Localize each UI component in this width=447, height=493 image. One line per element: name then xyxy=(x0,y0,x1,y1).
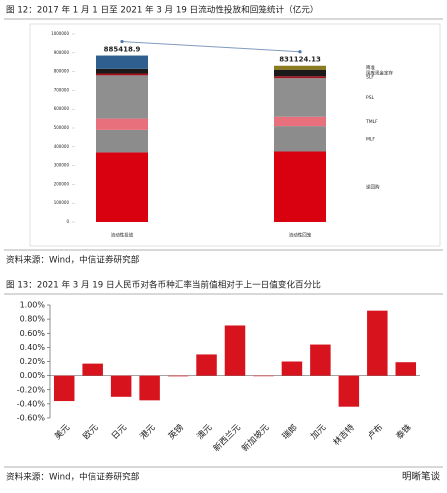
y-tick-label: -0.40% xyxy=(17,399,46,408)
y-tick-label: 400000 xyxy=(54,144,70,149)
bar xyxy=(196,354,217,376)
bar xyxy=(253,375,274,377)
bar xyxy=(53,375,75,402)
series-label: 国库现金定存 xyxy=(366,70,393,77)
bar xyxy=(110,375,132,397)
x-tick-label: 新加坡元 xyxy=(240,422,272,454)
bar-segment xyxy=(274,76,326,79)
bar xyxy=(167,375,189,377)
watermark: 明晰笔谈 xyxy=(402,471,441,483)
bar-segment xyxy=(274,69,326,77)
y-tick-label: 0 xyxy=(66,219,69,224)
y-tick-label: 100000 xyxy=(54,200,70,205)
bar-segment xyxy=(96,73,148,76)
y-tick-label: 500000 xyxy=(54,125,70,130)
x-tick-label: 卢布 xyxy=(365,422,385,442)
x-tick-label: 新西兰元 xyxy=(211,422,243,454)
x-tick-label: 林吉特 xyxy=(331,422,357,448)
bar-segment xyxy=(96,68,148,74)
total-label: 831124.13 xyxy=(279,56,321,64)
x-tick-label: 欧元 xyxy=(81,422,101,442)
y-tick-label: 0.00% xyxy=(20,371,46,380)
bar xyxy=(367,310,388,376)
x-tick-label: 泰铢 xyxy=(394,422,414,442)
series-label: SLF xyxy=(366,75,374,81)
y-tick-label: -0.60% xyxy=(17,414,46,423)
bar-segment xyxy=(274,126,326,152)
bar-segment xyxy=(96,118,148,130)
x-tick-label: 加元 xyxy=(308,422,328,442)
bar-segment xyxy=(96,129,148,153)
total-label: 885418.9 xyxy=(104,46,141,54)
y-tick-label: 700000 xyxy=(54,87,70,92)
bar xyxy=(82,363,103,376)
bar xyxy=(310,344,331,376)
series-label: 逆回购 xyxy=(366,183,380,190)
chart-title: 图 13：2021 年 3 月 19 日人民币对各币种汇率当前值相对于上一日值变… xyxy=(6,279,321,291)
chart-frame xyxy=(29,23,441,247)
series-label: MLF xyxy=(366,136,375,142)
bar-segment xyxy=(274,116,326,127)
source: 资料来源：Wind，中信证券研究部 xyxy=(6,471,140,483)
chart-title: 图 12：2017 年 1 月 1 日至 2021 年 3 月 19 日流动性投… xyxy=(6,4,318,16)
bar-segment xyxy=(96,152,148,222)
bar xyxy=(395,362,417,376)
y-tick-label: 900000 xyxy=(54,50,70,55)
total-marker xyxy=(120,39,124,44)
x-tick-label: 瑞郎 xyxy=(280,422,300,442)
x-tick-label: 流动性回笼 xyxy=(289,232,312,239)
y-tick-label: 0.80% xyxy=(20,315,46,324)
bar xyxy=(139,375,160,401)
x-tick-label: 英镑 xyxy=(166,422,186,442)
bar-segment xyxy=(274,151,326,222)
y-tick-label: 1.00% xyxy=(20,301,46,310)
x-tick-label: 日元 xyxy=(110,422,129,441)
source: 资料来源：Wind，中信证券研究部 xyxy=(6,254,140,266)
y-tick-label: 300000 xyxy=(54,163,70,168)
y-tick-label: 600000 xyxy=(54,106,70,111)
bar xyxy=(224,325,246,376)
y-tick-label: 0.40% xyxy=(20,343,46,352)
y-tick-label: 0.60% xyxy=(20,329,46,338)
total-marker xyxy=(298,50,302,54)
x-tick-label: 流动性投放 xyxy=(111,232,134,239)
bar-segment xyxy=(274,65,326,70)
y-tick-label: -0.20% xyxy=(17,385,46,394)
series-label: PSL xyxy=(366,95,375,101)
bar-segment xyxy=(96,55,148,69)
y-tick-label: 1000000 xyxy=(51,31,69,36)
bar xyxy=(338,375,360,407)
bar xyxy=(281,361,303,376)
y-tick-label: 800000 xyxy=(54,69,70,74)
y-tick-label: 200000 xyxy=(54,181,70,186)
series-label: 降准 xyxy=(366,64,375,71)
x-tick-label: 美元 xyxy=(52,422,72,442)
x-tick-label: 澳元 xyxy=(195,422,215,442)
totals-line xyxy=(121,41,301,53)
bar-segment xyxy=(96,75,148,119)
x-tick-label: 港元 xyxy=(138,422,158,442)
bar-segment xyxy=(274,78,326,117)
y-tick-label: 0.20% xyxy=(20,357,46,366)
series-label: TMLF xyxy=(365,119,378,125)
